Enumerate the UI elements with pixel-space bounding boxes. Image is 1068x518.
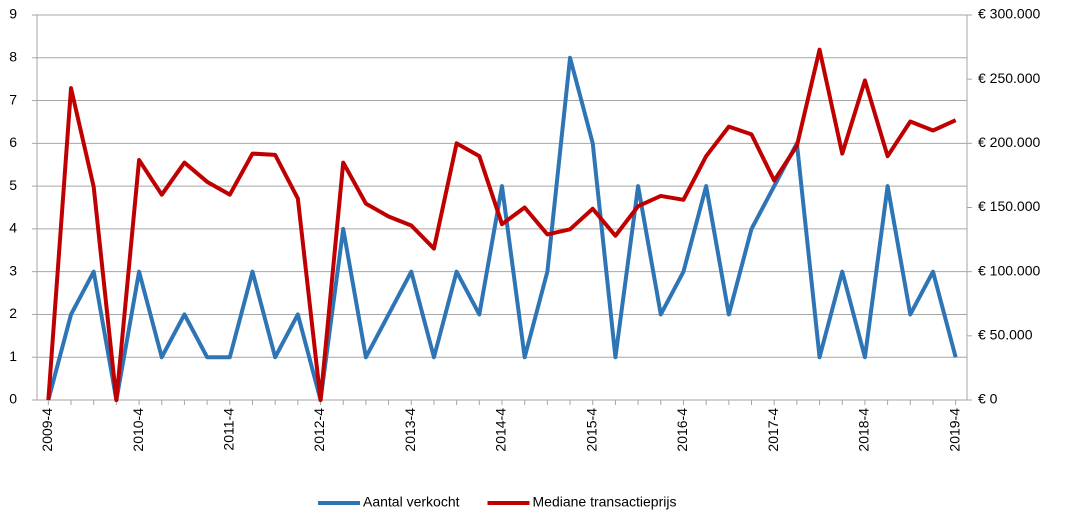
y-tick-label: 1 (9, 348, 17, 364)
x-tick-label: 2015-4 (583, 408, 599, 452)
legend: Aantal verkocht Mediane transactieprijs (318, 494, 676, 510)
x-tick-label: 2009-4 (39, 408, 55, 452)
legend-label: Aantal verkocht (363, 494, 460, 510)
y-tick-label: 5 (9, 177, 17, 193)
x-tick-label: 2014-4 (493, 408, 509, 452)
y2-tick-label: € 250.000 (978, 70, 1040, 86)
y-tick-label: 3 (9, 262, 17, 278)
x-tick-label: 2017-4 (765, 408, 781, 452)
y-tick-label: 2 (9, 305, 17, 321)
x-tick-label: 2016-4 (674, 408, 690, 452)
y-tick-label: 4 (9, 220, 17, 236)
series-line (46, 47, 957, 402)
x-tick-label: 2010-4 (130, 408, 146, 452)
y2-tick-label: € 200.000 (978, 134, 1040, 150)
x-tick-label: 2011-4 (221, 408, 237, 451)
y2-tick-label: € 150.000 (978, 198, 1040, 214)
x-tick-label: 2012-4 (311, 408, 327, 452)
y-tick-label: 6 (9, 134, 17, 150)
x-tick-label: 2018-4 (856, 408, 872, 452)
x-tick-label: 2013-4 (402, 408, 418, 452)
y2-tick-label: € 0 (978, 391, 998, 407)
x-tick-label: 2019-4 (946, 408, 962, 452)
y2-tick-label: € 50.000 (978, 327, 1033, 343)
y-tick-label: 9 (9, 6, 17, 22)
legend-label: Mediane transactieprijs (533, 494, 677, 510)
y-tick-label: 0 (9, 391, 17, 407)
series-line (46, 55, 958, 402)
y2-tick-label: € 300.000 (978, 6, 1040, 22)
y-tick-label: 8 (9, 48, 17, 64)
y-tick-label: 7 (9, 91, 17, 107)
y2-tick-label: € 100.000 (978, 262, 1040, 278)
